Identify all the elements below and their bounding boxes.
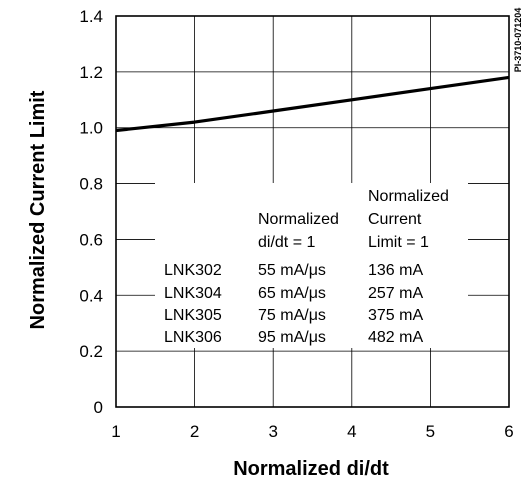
table-row-current: 482 mA <box>368 329 423 346</box>
x-tick-label: 4 <box>347 422 356 441</box>
table-background <box>155 183 468 348</box>
table-row-didt: 75 mA/μs <box>258 307 326 324</box>
table-row-part: LNK302 <box>164 262 222 279</box>
y-tick-label: 0.8 <box>79 175 103 194</box>
table-row-didt: 65 mA/μs <box>258 285 326 302</box>
series-layer <box>115 75 510 133</box>
table-header-didt-line1: Normalized <box>258 211 339 228</box>
table-row-current: 257 mA <box>368 285 423 302</box>
table-header-current-line1: Normalized <box>368 188 449 205</box>
y-axis-title: Normalized Current Limit <box>27 90 49 329</box>
x-tick-label: 5 <box>426 422 435 441</box>
figure-code: PI-3710-071204 <box>513 8 523 73</box>
y-tick-label: 1.0 <box>79 119 103 138</box>
table-row-part: LNK305 <box>164 307 222 324</box>
table-row-current: 136 mA <box>368 262 423 279</box>
x-axis-title: Normalized di/dt <box>233 458 389 480</box>
table-header-didt-line2: di/dt = 1 <box>258 234 315 251</box>
plot-frame <box>115 15 510 408</box>
y-tick-label: 0.6 <box>79 230 103 249</box>
x-tick-label: 1 <box>111 422 120 441</box>
y-tick-label: 1.2 <box>79 63 103 82</box>
table-header-current-line2: Current <box>368 211 422 228</box>
table-row-didt: 55 mA/μs <box>258 262 326 279</box>
table-row-part: LNK304 <box>164 285 222 302</box>
table-row-current: 375 mA <box>368 307 423 324</box>
tick-layer: 1 2 3 4 5 6 0 0.2 0.4 0.6 0.8 1.0 1.2 1.4 <box>79 7 513 441</box>
table-row-part: LNK306 <box>164 329 222 346</box>
y-tick-label: 0.2 <box>79 342 103 361</box>
table-header-current-line3: Limit = 1 <box>368 234 429 251</box>
x-tick-label: 6 <box>504 422 513 441</box>
y-tick-label: 0.4 <box>79 286 103 305</box>
x-tick-label: 2 <box>190 422 199 441</box>
data-table: Normalized di/dt = 1 Normalized Current … <box>164 188 449 346</box>
series-line <box>115 75 510 133</box>
table-row-didt: 95 mA/μs <box>258 329 326 346</box>
x-tick-label: 3 <box>268 422 277 441</box>
y-tick-label: 1.4 <box>79 7 103 26</box>
y-tick-label: 0 <box>94 398 103 417</box>
